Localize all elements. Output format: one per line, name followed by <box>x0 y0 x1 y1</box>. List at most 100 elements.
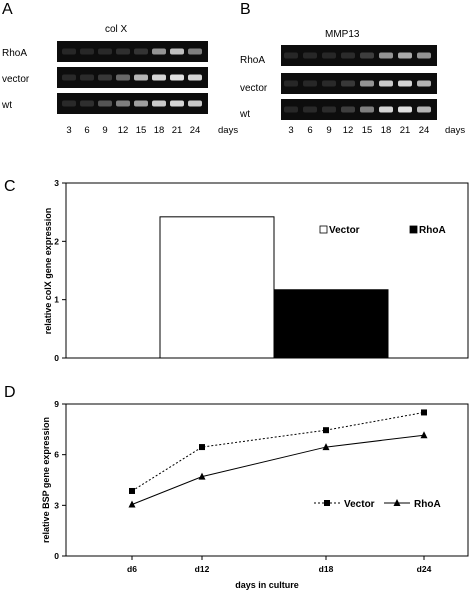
legend-label-rhoa: RhoA <box>419 225 446 236</box>
gel-band <box>170 74 184 81</box>
gel-b-image <box>281 45 437 120</box>
line-chart-ytick-label: 3 <box>54 500 59 510</box>
gel-a-strip <box>57 41 208 62</box>
gel-b-lane-label: 12 <box>343 125 354 136</box>
gel-b-lane-label: 15 <box>362 125 373 136</box>
gel-band <box>360 52 374 59</box>
gel-b-lane-label: 9 <box>326 125 331 136</box>
line-chart-xtick-label: d24 <box>417 564 432 574</box>
gel-a-lane-label: 3 <box>66 125 71 136</box>
line-chart-xtick-label: d12 <box>195 564 210 574</box>
gel-band <box>98 74 112 81</box>
gel-band <box>398 80 412 87</box>
line-chart-legend: Vector RhoA <box>314 499 441 510</box>
bar-chart-ytick-label: 3 <box>54 178 59 188</box>
line-point-vector <box>421 409 427 416</box>
gel-a-days-label: days <box>218 125 238 136</box>
gel-a-title: col X <box>105 24 128 35</box>
gel-band <box>417 106 431 113</box>
line-chart-ylabel: relative BSP gene expression <box>41 417 51 543</box>
gel-band <box>341 106 355 113</box>
line-chart-ytick-label: 6 <box>54 450 59 460</box>
gel-band <box>341 52 355 59</box>
legend-label-rhoa: RhoA <box>414 499 441 510</box>
gel-b-days-label: days <box>445 125 465 136</box>
gel-band <box>62 100 76 107</box>
line-chart-xtick-label: d18 <box>319 564 334 574</box>
gel-b-lane-label: 18 <box>381 125 392 136</box>
gel-band <box>303 80 317 87</box>
gel-b-lane-label: 6 <box>307 125 312 136</box>
line-point-rhoa <box>198 472 206 480</box>
gel-band <box>134 48 148 55</box>
line-chart-plot-area <box>65 403 469 557</box>
gel-band <box>303 106 317 113</box>
panel-c-letter: C <box>4 178 16 195</box>
line-chart-ytick-label: 0 <box>54 551 59 561</box>
gel-band <box>170 100 184 107</box>
gel-b-lane-label: 21 <box>400 125 411 136</box>
gel-a-lane-label: 18 <box>154 125 165 136</box>
gel-band <box>360 80 374 87</box>
line-point-vector <box>323 427 329 434</box>
gel-band <box>341 80 355 87</box>
gel-a-image <box>57 41 208 114</box>
gel-a-lane-label: 6 <box>84 125 89 136</box>
gel-band <box>398 52 412 59</box>
gel-b-title: MMP13 <box>325 29 360 40</box>
bar-rhoa <box>273 289 389 359</box>
gel-a-lane-label: 15 <box>136 125 147 136</box>
gel-band <box>284 52 298 59</box>
gel-band <box>322 106 336 113</box>
gel-band <box>360 106 374 113</box>
gel-band <box>134 74 148 81</box>
line-point-rhoa <box>420 431 428 439</box>
line-series-rhoa <box>131 434 425 505</box>
gel-a-lane-label: 9 <box>102 125 107 136</box>
gel-a-lane-label: 21 <box>172 125 183 136</box>
panel-d-letter: D <box>4 384 16 401</box>
gel-band <box>188 48 202 55</box>
legend-marker-rhoa <box>393 499 401 506</box>
gel-a-lane-label: 12 <box>118 125 129 136</box>
gel-band <box>188 74 202 81</box>
gel-band <box>152 74 166 81</box>
gel-band <box>322 80 336 87</box>
gel-b-row-label: wt <box>239 109 250 120</box>
gel-a-row-label: wt <box>1 100 12 111</box>
gel-band <box>62 74 76 81</box>
gel-band <box>80 48 94 55</box>
gel-band <box>116 100 130 107</box>
line-chart-xtick-label: d6 <box>127 564 137 574</box>
gel-band <box>379 106 393 113</box>
gel-band <box>80 100 94 107</box>
gel-band <box>284 106 298 113</box>
line-point-vector <box>199 444 205 451</box>
gel-band <box>379 52 393 59</box>
gel-b-strip <box>281 73 437 94</box>
line-series-vector <box>131 411 425 492</box>
gel-band <box>98 100 112 107</box>
gel-band <box>417 52 431 59</box>
gel-band <box>98 48 112 55</box>
gel-b-lane-label: 24 <box>419 125 430 136</box>
panel-a-letter: A <box>2 1 13 18</box>
gel-band <box>322 52 336 59</box>
line-point-rhoa <box>128 500 136 508</box>
bar-chart-ytick-label: 1 <box>54 295 59 305</box>
gel-band <box>284 80 298 87</box>
gel-a-row-label: RhoA <box>2 48 27 59</box>
bar-chart-ylabel: relative colX gene expression <box>43 208 53 335</box>
gel-band <box>62 48 76 55</box>
gel-band <box>170 48 184 55</box>
gel-a-strip <box>57 93 208 114</box>
legend-swatch-rhoa <box>409 225 418 234</box>
gel-band <box>80 74 94 81</box>
gel-a-strip <box>57 67 208 88</box>
gel-a-row-label: vector <box>2 74 30 85</box>
gel-b-row-label: RhoA <box>240 55 265 66</box>
gel-b-strip <box>281 45 437 66</box>
legend-marker-vector <box>324 500 330 506</box>
panel-b-letter: B <box>240 1 251 18</box>
